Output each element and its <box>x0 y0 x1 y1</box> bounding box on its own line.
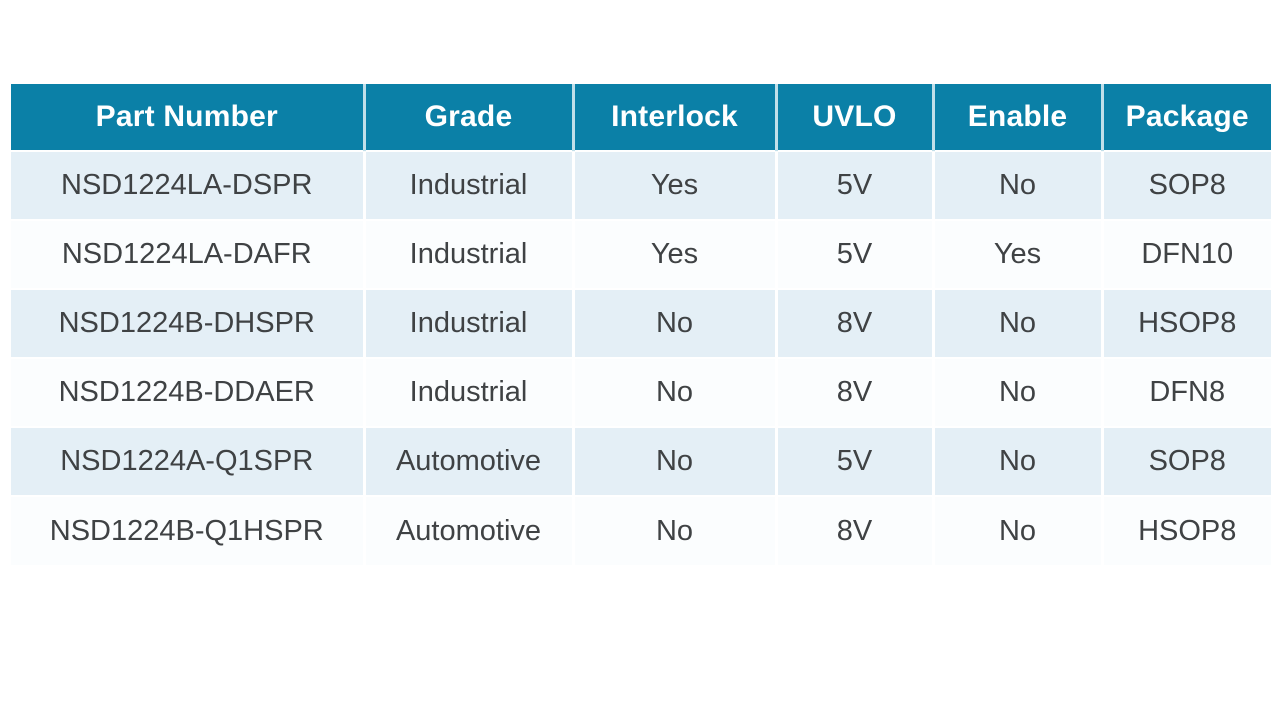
cell-interlock: Yes <box>573 151 778 221</box>
table-row: NSD1224LA-DAFR Industrial Yes 5V Yes DFN… <box>11 220 1271 290</box>
cell-enable: No <box>933 427 1104 497</box>
cell-package: DFN10 <box>1102 220 1271 290</box>
cell-part-number: NSD1224B-Q1HSPR <box>11 496 366 565</box>
cell-grade: Automotive <box>364 496 575 565</box>
table-row: NSD1224LA-DSPR Industrial Yes 5V No SOP8 <box>11 151 1271 221</box>
cell-interlock: No <box>573 496 778 565</box>
cell-package: SOP8 <box>1102 151 1271 221</box>
cell-package: SOP8 <box>1102 427 1271 497</box>
cell-part-number: NSD1224LA-DAFR <box>11 220 366 290</box>
cell-grade: Industrial <box>364 220 575 290</box>
column-header-interlock: Interlock <box>573 84 778 152</box>
cell-grade: Industrial <box>364 151 575 221</box>
table-row: NSD1224A-Q1SPR Automotive No 5V No SOP8 <box>11 427 1271 497</box>
cell-grade: Industrial <box>364 289 575 359</box>
cell-interlock: Yes <box>573 220 778 290</box>
cell-uvlo: 8V <box>776 289 935 359</box>
column-header-package: Package <box>1102 84 1271 152</box>
cell-uvlo: 5V <box>776 220 935 290</box>
cell-package: DFN8 <box>1102 358 1271 428</box>
cell-interlock: No <box>573 289 778 359</box>
parts-selection-table: Part Number Grade Interlock UVLO Enable … <box>11 84 1271 565</box>
cell-part-number: NSD1224LA-DSPR <box>11 151 366 221</box>
column-header-uvlo: UVLO <box>776 84 935 152</box>
cell-grade: Automotive <box>364 427 575 497</box>
cell-part-number: NSD1224A-Q1SPR <box>11 427 366 497</box>
cell-part-number: NSD1224B-DDAER <box>11 358 366 428</box>
cell-part-number: NSD1224B-DHSPR <box>11 289 366 359</box>
table-row: NSD1224B-Q1HSPR Automotive No 8V No HSOP… <box>11 496 1271 565</box>
cell-grade: Industrial <box>364 358 575 428</box>
table-body: NSD1224LA-DSPR Industrial Yes 5V No SOP8… <box>11 151 1271 565</box>
cell-enable: No <box>933 358 1104 428</box>
table-row: NSD1224B-DHSPR Industrial No 8V No HSOP8 <box>11 289 1271 359</box>
column-header-part-number: Part Number <box>11 84 366 152</box>
column-header-grade: Grade <box>364 84 575 152</box>
cell-uvlo: 5V <box>776 427 935 497</box>
header-row: Part Number Grade Interlock UVLO Enable … <box>11 84 1271 152</box>
column-header-enable: Enable <box>933 84 1104 152</box>
cell-enable: Yes <box>933 220 1104 290</box>
table-row: NSD1224B-DDAER Industrial No 8V No DFN8 <box>11 358 1271 428</box>
cell-interlock: No <box>573 358 778 428</box>
cell-enable: No <box>933 289 1104 359</box>
cell-uvlo: 8V <box>776 358 935 428</box>
cell-uvlo: 5V <box>776 151 935 221</box>
table-header: Part Number Grade Interlock UVLO Enable … <box>11 84 1271 152</box>
cell-uvlo: 8V <box>776 496 935 565</box>
cell-enable: No <box>933 496 1104 565</box>
cell-package: HSOP8 <box>1102 496 1271 565</box>
cell-interlock: No <box>573 427 778 497</box>
cell-package: HSOP8 <box>1102 289 1271 359</box>
cell-enable: No <box>933 151 1104 221</box>
